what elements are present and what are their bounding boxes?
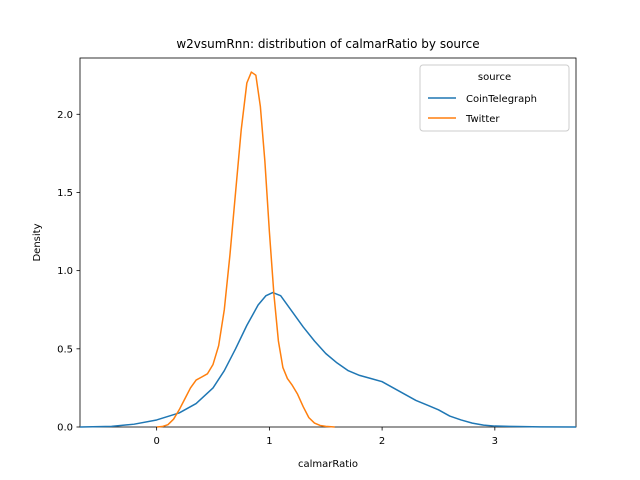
y-tick-label: 1.5 [57,188,73,199]
legend: source CoinTelegraph Twitter [419,64,570,132]
y-tick-label: 2.0 [57,110,73,121]
y-tick-label: 0.0 [57,423,73,434]
x-tick-label: 2 [379,436,385,447]
series-line-cointelegraph [79,291,577,428]
legend-label-cointelegraph: CoinTelegraph [466,94,537,105]
x-axis-label: calmarRatio [298,459,358,470]
x-tick-label: 0 [153,436,159,447]
y-axis-label: Density [32,223,43,261]
x-tick-label: 1 [266,436,272,447]
legend-title: source [478,72,511,83]
chart-title: w2vsumRnn: distribution of calmarRatio b… [176,37,479,51]
series-layer [79,71,577,428]
series-line-twitter [156,71,335,428]
y-axis-ticks: 0.0 0.5 1.0 1.5 2.0 [57,110,80,434]
legend-box [419,64,570,132]
y-tick-label: 1.0 [57,266,73,277]
y-tick-label: 0.5 [57,344,73,355]
legend-label-twitter: Twitter [465,114,500,125]
x-tick-label: 3 [492,436,498,447]
x-axis-ticks: 0 1 2 3 [153,427,498,447]
